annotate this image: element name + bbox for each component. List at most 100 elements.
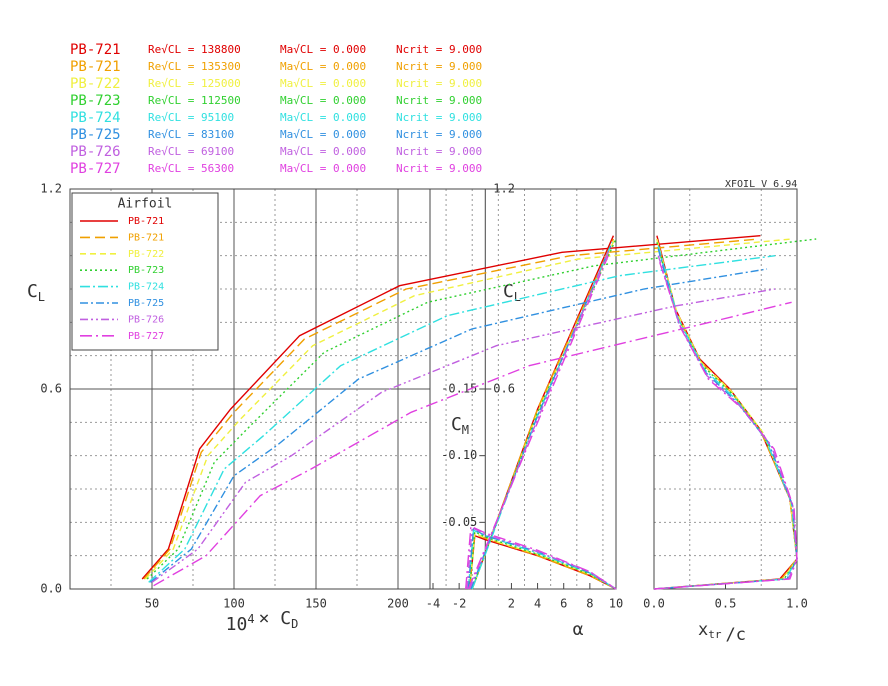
- header-ncrit: Ncrit = 9.000: [396, 43, 482, 56]
- y2-tick-label: -0.05: [441, 515, 477, 529]
- moment-curve: [466, 526, 617, 590]
- x-tick-label: 50: [145, 597, 159, 611]
- legend-label: PB-723: [128, 265, 164, 276]
- lift-curve: [468, 248, 611, 590]
- x-axis-label-sub: tr: [708, 628, 722, 641]
- y-tick-label: 1.2: [40, 182, 62, 196]
- y-axis-label: CL: [27, 281, 45, 304]
- x-axis-label: α: [573, 619, 584, 640]
- header-airfoil: PB-727: [70, 161, 121, 177]
- moment-curve: [465, 525, 617, 590]
- header-ma: Ma√CL = 0.000: [280, 111, 366, 124]
- header-re: Re√CL = 95100: [148, 111, 234, 124]
- legend-label: PB-721: [128, 232, 164, 243]
- header-airfoil: PB-722: [70, 76, 121, 92]
- x-tick-label: 8: [586, 597, 593, 611]
- header-ma: Ma√CL = 0.000: [280, 77, 366, 90]
- header-ma: Ma√CL = 0.000: [280, 43, 366, 56]
- legend-label: PB-727: [128, 331, 164, 342]
- x-tick-label: -2: [452, 597, 466, 611]
- header-re: Re√CL = 83100: [148, 128, 234, 141]
- header-airfoil: PB-721: [70, 59, 121, 75]
- x-tick-label: 100: [223, 597, 245, 611]
- x-axis-label-tail: /c: [726, 625, 746, 645]
- legend-label: PB-721: [128, 216, 164, 227]
- y-tick-label: 0.6: [40, 382, 62, 396]
- header-airfoil: PB-723: [70, 93, 121, 109]
- x-tick-label: 0.0: [643, 597, 665, 611]
- moment-curve: [468, 533, 617, 590]
- x-tick-label: 200: [387, 597, 409, 611]
- header-re: Re√CL = 112500: [148, 94, 241, 107]
- header-ma: Ma√CL = 0.000: [280, 94, 366, 107]
- drag-polar: [151, 288, 776, 583]
- y-axis-label: CL: [503, 281, 521, 304]
- drag-polar: [149, 268, 768, 583]
- header-ma: Ma√CL = 0.000: [280, 162, 366, 175]
- x-axis-label: 104 × CD: [226, 608, 299, 635]
- lift-curve: [467, 255, 609, 590]
- header-re: Re√CL = 56300: [148, 162, 234, 175]
- plot-frame: [653, 188, 798, 590]
- x-tick-label: 6: [560, 597, 567, 611]
- x-tick-label: 4: [534, 597, 541, 611]
- y2-tick-label: -0.15: [441, 382, 477, 396]
- drag-polar: [153, 301, 792, 587]
- header-ma: Ma√CL = 0.000: [280, 128, 366, 141]
- y2-axis-label: CM: [451, 414, 469, 437]
- x-tick-label: 150: [305, 597, 327, 611]
- transition-curve: [653, 238, 798, 590]
- transition-curve: [653, 242, 798, 590]
- legend-box: [71, 192, 219, 351]
- header-re: Re√CL = 125000: [148, 77, 241, 90]
- transition-curve: [653, 255, 798, 590]
- moment-curve: [468, 530, 617, 590]
- drag-polar: [148, 255, 776, 583]
- header-ncrit: Ncrit = 9.000: [396, 60, 482, 73]
- x-axis-label-sub: D: [291, 617, 298, 631]
- header-ma: Ma√CL = 0.000: [280, 145, 366, 158]
- header-ncrit: Ncrit = 9.000: [396, 94, 482, 107]
- drag-polar: [146, 238, 817, 580]
- x-tick-label: 2: [508, 597, 515, 611]
- legend-label: PB-725: [128, 298, 164, 309]
- header-re: Re√CL = 69100: [148, 145, 234, 158]
- header-re: Re√CL = 135300: [148, 60, 241, 73]
- header-ncrit: Ncrit = 9.000: [396, 145, 482, 158]
- header-airfoil: PB-726: [70, 144, 121, 160]
- drag-polar: [141, 235, 761, 580]
- y-axis-label-base: C: [27, 281, 38, 302]
- y-tick-label: 0.6: [493, 382, 515, 396]
- moment-curve: [467, 527, 617, 590]
- header-ncrit: Ncrit = 9.000: [396, 111, 482, 124]
- x-axis-label-mid: × C: [259, 608, 292, 629]
- x-axis-label-sup: 4: [247, 612, 254, 626]
- x-tick-label: 1.0: [786, 597, 808, 611]
- legend-title: Airfoil: [118, 197, 173, 212]
- header-ncrit: Ncrit = 9.000: [396, 162, 482, 175]
- drag-polar: [144, 238, 792, 580]
- transition-curve: [653, 238, 798, 590]
- lift-curve: [470, 245, 612, 590]
- y2-tick-label: -0.10: [441, 448, 477, 462]
- header-ncrit: Ncrit = 9.000: [396, 128, 482, 141]
- y-axis-label-sub: L: [514, 290, 521, 304]
- drag-polar: [143, 238, 759, 580]
- plot-frame: [429, 188, 617, 590]
- header-re: Re√CL = 138800: [148, 43, 241, 56]
- y-axis-label-sub: L: [38, 290, 45, 304]
- moment-curve: [468, 534, 617, 590]
- y2-axis-label-sub: M: [462, 423, 469, 437]
- legend-label: PB-722: [128, 249, 164, 260]
- header-airfoil: PB-724: [70, 110, 121, 126]
- y-axis-label-base: C: [503, 281, 514, 302]
- x-tick-label: 10: [609, 597, 623, 611]
- transition-curve: [653, 248, 798, 590]
- x-axis-label-base: 10: [226, 614, 248, 635]
- x-tick-label: 0.5: [715, 597, 737, 611]
- x-axis-label: xtr/c: [698, 620, 746, 645]
- y-tick-label: 0.0: [40, 582, 62, 596]
- y2-axis-label-base: C: [451, 414, 462, 435]
- version: XFOIL V 6.94: [725, 179, 797, 190]
